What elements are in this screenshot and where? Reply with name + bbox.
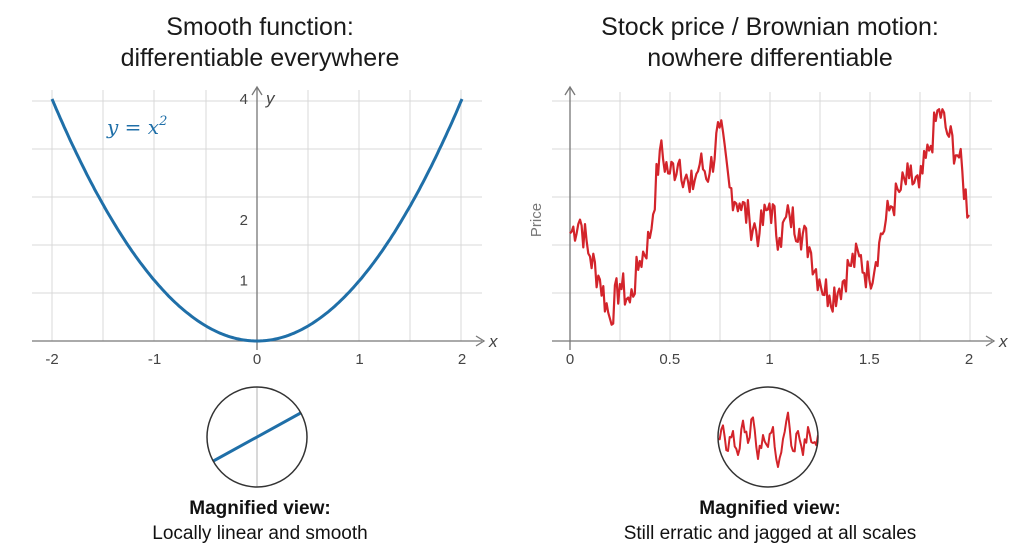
right-x-axis-name: x [998,332,1008,351]
left-tick-labels: -2 -1 0 1 2 1 2 4 [45,91,466,368]
function-label-base: y = x [106,115,159,139]
left-axes [32,85,486,350]
left-title-line2: differentiable everywhere [120,44,400,72]
right-x-tick-1: 1 [765,351,773,368]
left-caption-title: Magnified view: [189,498,331,519]
left-x-tick--1: -1 [148,351,161,368]
left-mag-tangent-line [207,408,307,466]
right-x-axis-arrow [985,335,996,347]
left-title-line1: Smooth function: [166,13,354,41]
right-mag-circle [717,386,819,488]
left-y-tick-4: 4 [240,91,248,108]
right-x-tick-2: 2 [965,351,973,368]
right-chart-title: Stock price / Brownian motion: nowhere d… [520,12,1020,74]
right-tick-labels: 0 0.5 1 1.5 2 [566,351,973,368]
left-y-tick-2: 2 [240,212,248,229]
right-axes [552,85,996,350]
left-x-axis-arrow [475,335,486,347]
left-x-tick-0: 0 [253,351,261,368]
left-x-tick--2: -2 [45,351,58,368]
right-caption-text: Still erratic and jagged at all scales [623,523,917,544]
right-x-tick-0: 0 [566,351,574,368]
right-caption: Magnified view: Still erratic and jagged… [570,496,970,546]
function-label: y = x2 [106,114,167,139]
parabola-series-line [50,98,464,343]
left-y-tick-1: 1 [240,273,248,290]
right-x-tick-0.5: 0.5 [659,351,680,368]
left-y-axis-arrow [251,85,263,96]
left-chart-title: Smooth function: differentiable everywhe… [20,12,500,74]
left-mag-circle [206,386,308,488]
left-magnified-view [206,386,308,488]
right-y-axis-name: Price [528,203,545,237]
right-magnified-view [717,386,819,488]
right-title-line2: nowhere differentiable [647,44,893,72]
right-y-axis-arrow [564,85,576,96]
left-x-tick-2: 2 [458,351,466,368]
left-caption: Magnified view: Locally linear and smoot… [60,496,460,546]
right-x-tick-1.5: 1.5 [859,351,880,368]
left-caption-text: Locally linear and smooth [152,523,368,544]
left-y-axis-name: y [265,89,276,108]
left-x-tick-1: 1 [355,351,363,368]
function-label-exponent: 2 [158,114,167,129]
left-x-axis-name: x [488,332,498,351]
right-title-line1: Stock price / Brownian motion: [601,13,939,41]
right-caption-title: Magnified view: [699,498,841,519]
brownian-series-line [569,108,970,326]
right-grid [552,92,992,341]
right-mag-jagged-line [718,411,818,468]
